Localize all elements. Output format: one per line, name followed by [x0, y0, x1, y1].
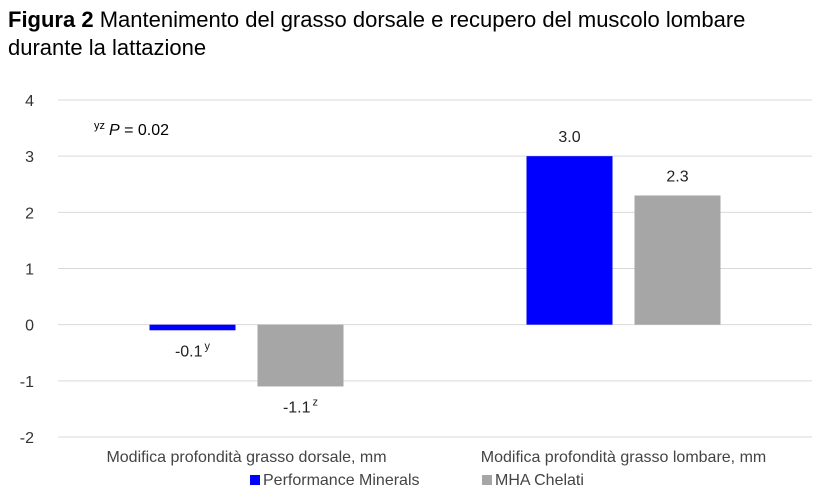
legend-swatch	[250, 475, 260, 485]
data-label-value: -1.1	[283, 399, 311, 416]
data-label-superscript: y	[205, 340, 211, 352]
y-tick-label: 2	[25, 205, 34, 222]
data-label: 2.3	[666, 168, 688, 185]
data-label: -1.1 z	[283, 396, 318, 416]
data-label-value: -0.1	[175, 343, 203, 360]
y-tick-label: -1	[20, 374, 34, 391]
legend-label: Performance Minerals	[263, 472, 420, 489]
significance-annotation: yz P = 0.02	[94, 120, 169, 139]
category-labels: Modifica profondità grasso dorsale, mm Mo…	[106, 449, 766, 466]
annotation-superscript: yz	[94, 120, 105, 132]
data-label-value: 2.3	[666, 168, 688, 185]
legend: Performance Minerals MHA Chelati	[250, 472, 584, 489]
y-tick-label: 3	[25, 149, 34, 166]
data-labels: -0.1 y -1.1 z 3.0 2.3	[175, 129, 689, 416]
y-tick-label: 4	[25, 93, 34, 110]
data-label: -0.1 y	[175, 340, 211, 360]
data-label: 3.0	[558, 129, 580, 146]
figure-number: Figura 2	[8, 7, 94, 32]
data-label-superscript: z	[313, 396, 319, 408]
y-tick-label: 1	[25, 262, 34, 279]
legend-swatch	[482, 475, 492, 485]
y-tick-label: -2	[20, 430, 34, 447]
x-category-label: Modifica profondità grasso lombare, mm	[481, 449, 766, 466]
bar	[526, 156, 613, 325]
figure-caption: Mantenimento del grasso dorsale e recupe…	[8, 7, 746, 60]
y-axis: -2 -1 0 1 2 3 4	[20, 93, 34, 447]
legend-label: MHA Chelati	[495, 472, 584, 489]
data-label-value: 3.0	[558, 129, 580, 146]
bar	[634, 195, 721, 325]
annotation-p: P	[109, 122, 120, 139]
chart-title: Figura 2 Mantenimento del grasso dorsale…	[8, 6, 808, 62]
y-tick-label: 0	[25, 318, 34, 335]
bar	[257, 324, 344, 387]
annotation-value: = 0.02	[120, 122, 169, 139]
bar	[149, 324, 236, 331]
bars	[149, 156, 721, 387]
x-category-label: Modifica profondità grasso dorsale, mm	[106, 449, 386, 466]
